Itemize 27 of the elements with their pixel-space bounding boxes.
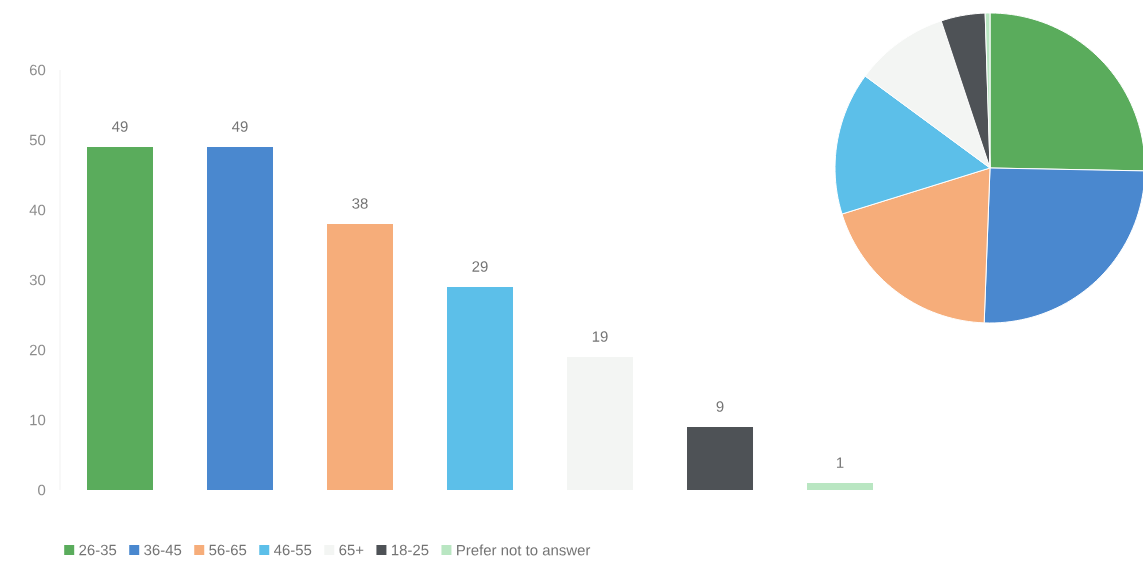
legend-label: 65+ [339,544,364,556]
bar [207,147,273,490]
legend-label: 46-55 [274,544,312,556]
y-tick-label: 30 [29,274,46,286]
legend-label: 18-25 [391,544,429,556]
data-label: 29 [472,261,488,272]
data-label: 49 [112,121,128,132]
data-label: 19 [592,331,608,342]
data-label: 38 [352,198,368,209]
y-tick-label: 10 [30,414,46,426]
legend-label: Prefer not to answer [457,544,591,556]
legend-label: 56-65 [209,544,247,556]
bar [807,483,874,490]
y-tick-label: 50 [29,134,46,146]
y-tick-label: 0 [38,484,46,496]
data-label: 49 [232,121,248,132]
data-label: 9 [716,401,724,412]
y-tick-label: 20 [29,344,46,356]
bar [87,147,153,490]
legend-label: 26-35 [79,544,117,556]
data-label: 1 [836,457,844,468]
legend-label: 36-45 [144,544,182,556]
bar [447,287,513,490]
bar [687,427,754,490]
bar [327,224,393,490]
y-tick-label: 40 [29,204,46,216]
y-tick-label: 60 [29,64,46,76]
